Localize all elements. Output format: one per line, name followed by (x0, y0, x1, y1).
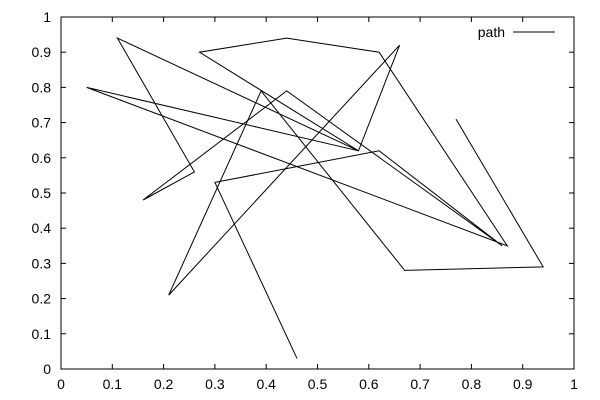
y-tick-label: 0 (43, 361, 51, 377)
x-tick-label: 0.7 (410, 376, 430, 392)
x-tick-label: 0.3 (205, 376, 225, 392)
x-tick-label: 0.5 (308, 376, 328, 392)
y-tick-label: 0.2 (32, 291, 52, 307)
y-tick-label: 0.6 (32, 150, 52, 166)
x-tick-label: 0.4 (256, 376, 276, 392)
series-layer (86, 36, 545, 359)
x-tick-label: 0.8 (462, 376, 482, 392)
y-tick-label: 0.1 (32, 326, 52, 342)
plot-frame (60, 16, 575, 370)
y-tick-label: 1 (43, 9, 51, 25)
y-tick-label: 0.8 (32, 79, 52, 95)
x-tick-label: 1 (570, 376, 578, 392)
y-tick-label: 0.7 (32, 115, 52, 131)
series-line-path (86, 36, 545, 359)
x-tick-label: 0.1 (103, 376, 123, 392)
x-tick-label: 0 (57, 376, 65, 392)
y-tick-label: 0.4 (32, 220, 52, 236)
legend-label: path (478, 24, 505, 40)
y-axis: 0 0.1 0.2 0.3 0.4 0.5 0.6 0.7 0.8 0.9 1 (32, 9, 574, 377)
y-tick-label: 0.3 (32, 255, 52, 271)
x-axis: 0 0.1 0.2 0.3 0.4 0.5 0.6 0.7 0.8 0.9 1 (57, 17, 578, 392)
y-tick-label: 0.5 (32, 185, 52, 201)
legend: path (478, 24, 555, 40)
x-tick-label: 0.2 (154, 376, 174, 392)
y-tick-label: 0.9 (32, 44, 52, 60)
x-tick-label: 0.6 (359, 376, 379, 392)
x-tick-label: 0.9 (513, 376, 533, 392)
